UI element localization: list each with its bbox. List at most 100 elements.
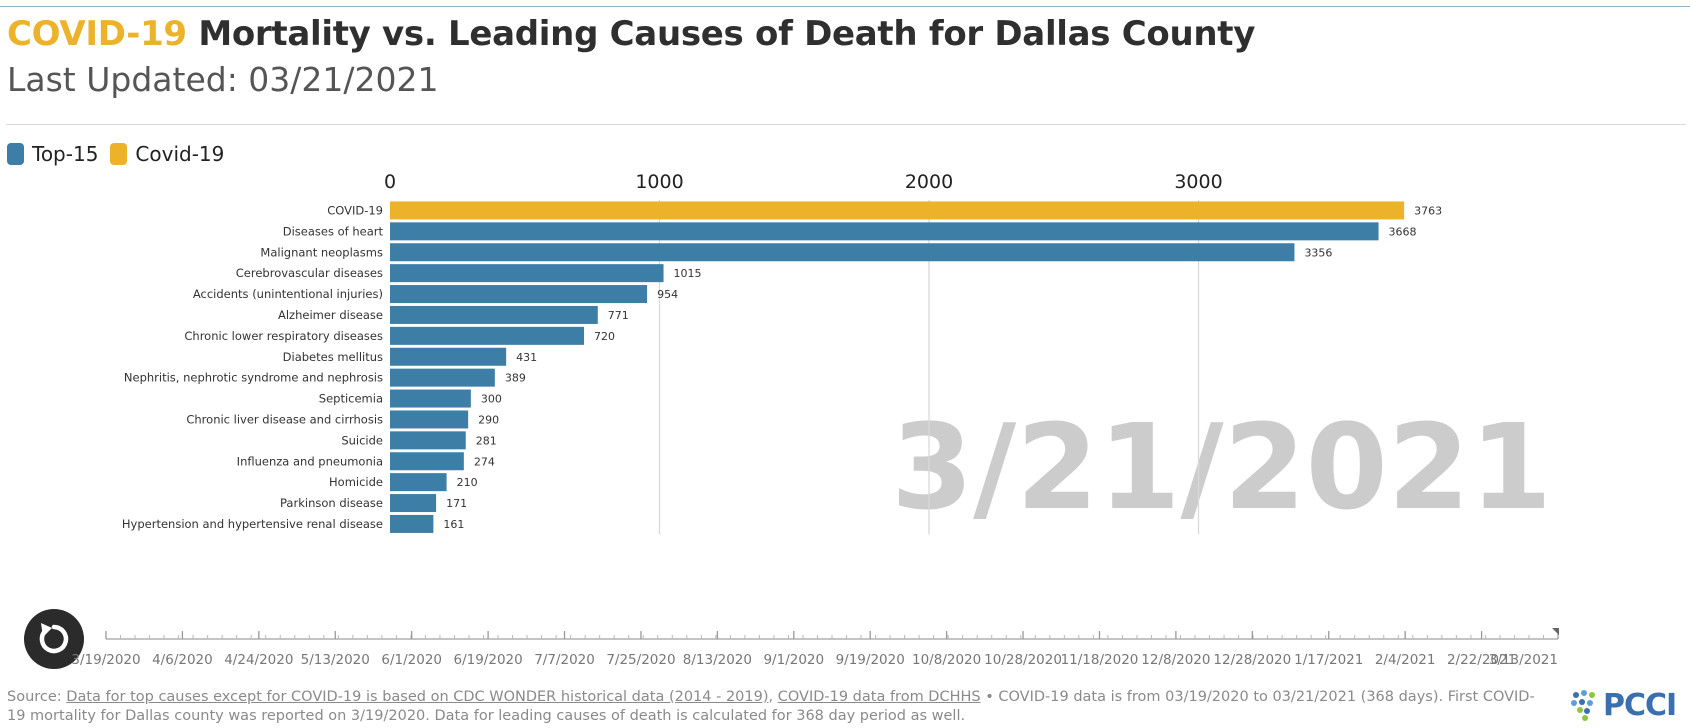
category-label: Hypertension and hypertensive renal dise…: [122, 517, 383, 531]
bar: [390, 368, 495, 387]
pcci-logo-mark-icon: [1571, 689, 1595, 721]
data-label: 389: [505, 372, 526, 385]
timeline-date-label[interactable]: 4/6/2020: [152, 652, 213, 668]
x-tick-label: 0: [384, 171, 396, 193]
replay-button[interactable]: [24, 609, 84, 669]
category-label: Nephritis, nephrotic syndrome and nephro…: [124, 371, 383, 385]
top-border: [0, 6, 1690, 7]
bar-chart: 3/21/2021 0 1000 2000 3000 COVID-19 3763 Diseas…: [122, 171, 1552, 536]
timeline-date-label[interactable]: 3/13/2021: [1489, 652, 1558, 668]
category-label: COVID-19: [327, 203, 383, 217]
category-label: Homicide: [329, 475, 383, 489]
cdc-wonder-link[interactable]: Data for top causes except for COVID-19 …: [66, 689, 769, 705]
source-footer: Source: Data for top causes except for C…: [7, 688, 1537, 726]
timeline-date-label[interactable]: 10/28/2020: [984, 652, 1062, 668]
data-label: 171: [446, 497, 467, 510]
data-label: 720: [594, 330, 615, 343]
bar: [390, 305, 598, 324]
date-watermark: 3/21/2021: [891, 398, 1552, 536]
timeline-date-label[interactable]: 9/19/2020: [836, 652, 905, 668]
timeline-date-label[interactable]: 12/8/2020: [1141, 652, 1210, 668]
data-label: 431: [516, 351, 537, 364]
legend-label-top15: Top-15: [32, 142, 99, 166]
timeline-date-label[interactable]: 1/17/2021: [1294, 652, 1363, 668]
legend-item-covid[interactable]: Covid-19: [110, 142, 224, 166]
title-text: Mortality vs. Leading Causes of Death fo…: [186, 14, 1256, 54]
bar: [390, 410, 469, 429]
data-label: 281: [476, 434, 497, 447]
data-label: 290: [478, 413, 499, 426]
pcci-logo-text: PCCI: [1603, 688, 1677, 723]
timeline-date-label[interactable]: 3/19/2020: [71, 652, 140, 668]
timeline-handle[interactable]: [1552, 628, 1559, 635]
bar: [390, 347, 507, 366]
timeline-date-label[interactable]: 5/13/2020: [301, 652, 370, 668]
x-tick-label: 2000: [905, 171, 953, 193]
data-label: 954: [657, 288, 678, 301]
bar: [390, 243, 1295, 262]
bar: [390, 201, 1405, 220]
legend-swatch-covid: [110, 143, 128, 165]
timeline-date-label[interactable]: 6/1/2020: [381, 652, 442, 668]
category-label: Suicide: [341, 433, 383, 447]
source-label: Source:: [7, 689, 67, 705]
chart-legend: Top-15 Covid-19: [7, 142, 236, 166]
bar: [390, 222, 1379, 241]
data-label: 771: [608, 309, 629, 322]
category-label: Diabetes mellitus: [283, 350, 383, 364]
page-subtitle: Last Updated: 03/21/2021: [7, 60, 439, 99]
data-label: 300: [481, 393, 502, 406]
source-note: • COVID-19 data is from 03/19/2020 to 03…: [7, 689, 1535, 724]
timeline-date-label[interactable]: 9/1/2020: [763, 652, 824, 668]
timeline-date-label[interactable]: 11/18/2020: [1061, 652, 1139, 668]
bar: [390, 494, 437, 513]
legend-label-covid: Covid-19: [135, 142, 225, 166]
timeline-date-label[interactable]: 12/28/2020: [1213, 652, 1291, 668]
data-label: 210: [457, 476, 478, 489]
bar: [390, 431, 466, 450]
header-divider: [6, 124, 1686, 125]
category-label: Cerebrovascular diseases: [236, 266, 383, 280]
data-label: 161: [443, 518, 464, 531]
timeline-date-label[interactable]: 7/7/2020: [534, 652, 595, 668]
category-label: Septicemia: [319, 392, 383, 406]
bar: [390, 514, 434, 533]
title-highlight: COVID-19: [7, 14, 187, 54]
category-label: Malignant neoplasms: [260, 245, 383, 259]
timeline-date-label[interactable]: 7/25/2020: [606, 652, 675, 668]
timeline-date-label[interactable]: 10/8/2020: [912, 652, 981, 668]
legend-item-top15[interactable]: Top-15: [7, 142, 98, 166]
timeline-slider[interactable]: 3/19/2020 4/6/2020 4/24/2020 5/13/2020 6/1/2…: [0, 628, 1690, 674]
pcci-logo: PCCI: [1570, 688, 1677, 723]
bar: [390, 264, 664, 283]
bar: [390, 452, 464, 471]
data-label: 274: [474, 455, 495, 468]
data-label: 1015: [674, 267, 702, 280]
category-label: Alzheimer disease: [278, 308, 383, 322]
x-tick-label: 3000: [1174, 171, 1222, 193]
data-label: 3668: [1389, 225, 1417, 238]
category-label: Chronic lower respiratory diseases: [184, 329, 383, 343]
bar: [390, 389, 471, 408]
timeline-date-label[interactable]: 6/19/2020: [453, 652, 522, 668]
data-label: 3356: [1304, 246, 1332, 259]
bar: [390, 473, 447, 492]
category-label: Parkinson disease: [280, 496, 383, 510]
category-label: Chronic liver disease and cirrhosis: [186, 412, 383, 426]
dchhs-link[interactable]: COVID-19 data from DCHHS: [777, 689, 981, 705]
timeline-date-label[interactable]: 8/13/2020: [683, 652, 752, 668]
replay-icon: [39, 623, 69, 654]
data-label: 3763: [1414, 204, 1442, 217]
source-separator: ,: [768, 689, 778, 705]
timeline-date-label[interactable]: 2/22/2021: [1447, 652, 1516, 668]
legend-swatch-top15: [7, 143, 24, 165]
category-label: Accidents (unintentional injuries): [193, 287, 383, 301]
category-label: Diseases of heart: [283, 224, 384, 238]
page-title: COVID-19 Mortality vs. Leading Causes of…: [7, 14, 1255, 54]
category-label: Influenza and pneumonia: [237, 454, 383, 468]
x-tick-label: 1000: [635, 171, 683, 193]
bar: [390, 285, 648, 304]
bar: [390, 326, 585, 345]
timeline-date-label[interactable]: 4/24/2020: [224, 652, 293, 668]
timeline-date-label[interactable]: 2/4/2021: [1375, 652, 1436, 668]
